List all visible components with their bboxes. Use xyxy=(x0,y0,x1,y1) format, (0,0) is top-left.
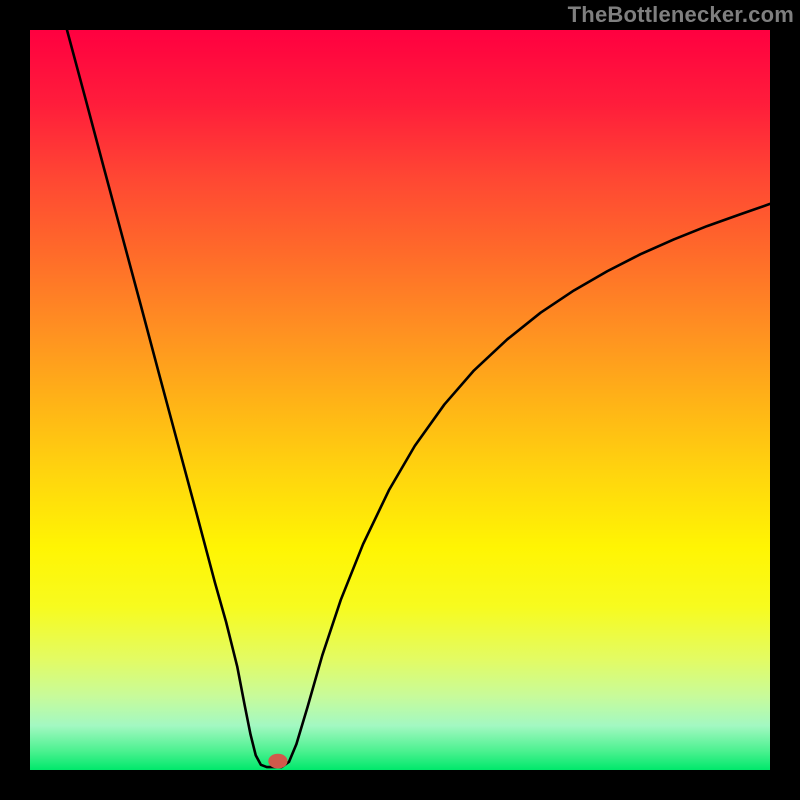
watermark-text: TheBottlenecker.com xyxy=(568,2,794,28)
optimum-dot xyxy=(268,754,287,769)
chart-svg xyxy=(0,0,800,800)
chart-container: TheBottlenecker.com xyxy=(0,0,800,800)
plot-gradient-background xyxy=(30,30,770,770)
